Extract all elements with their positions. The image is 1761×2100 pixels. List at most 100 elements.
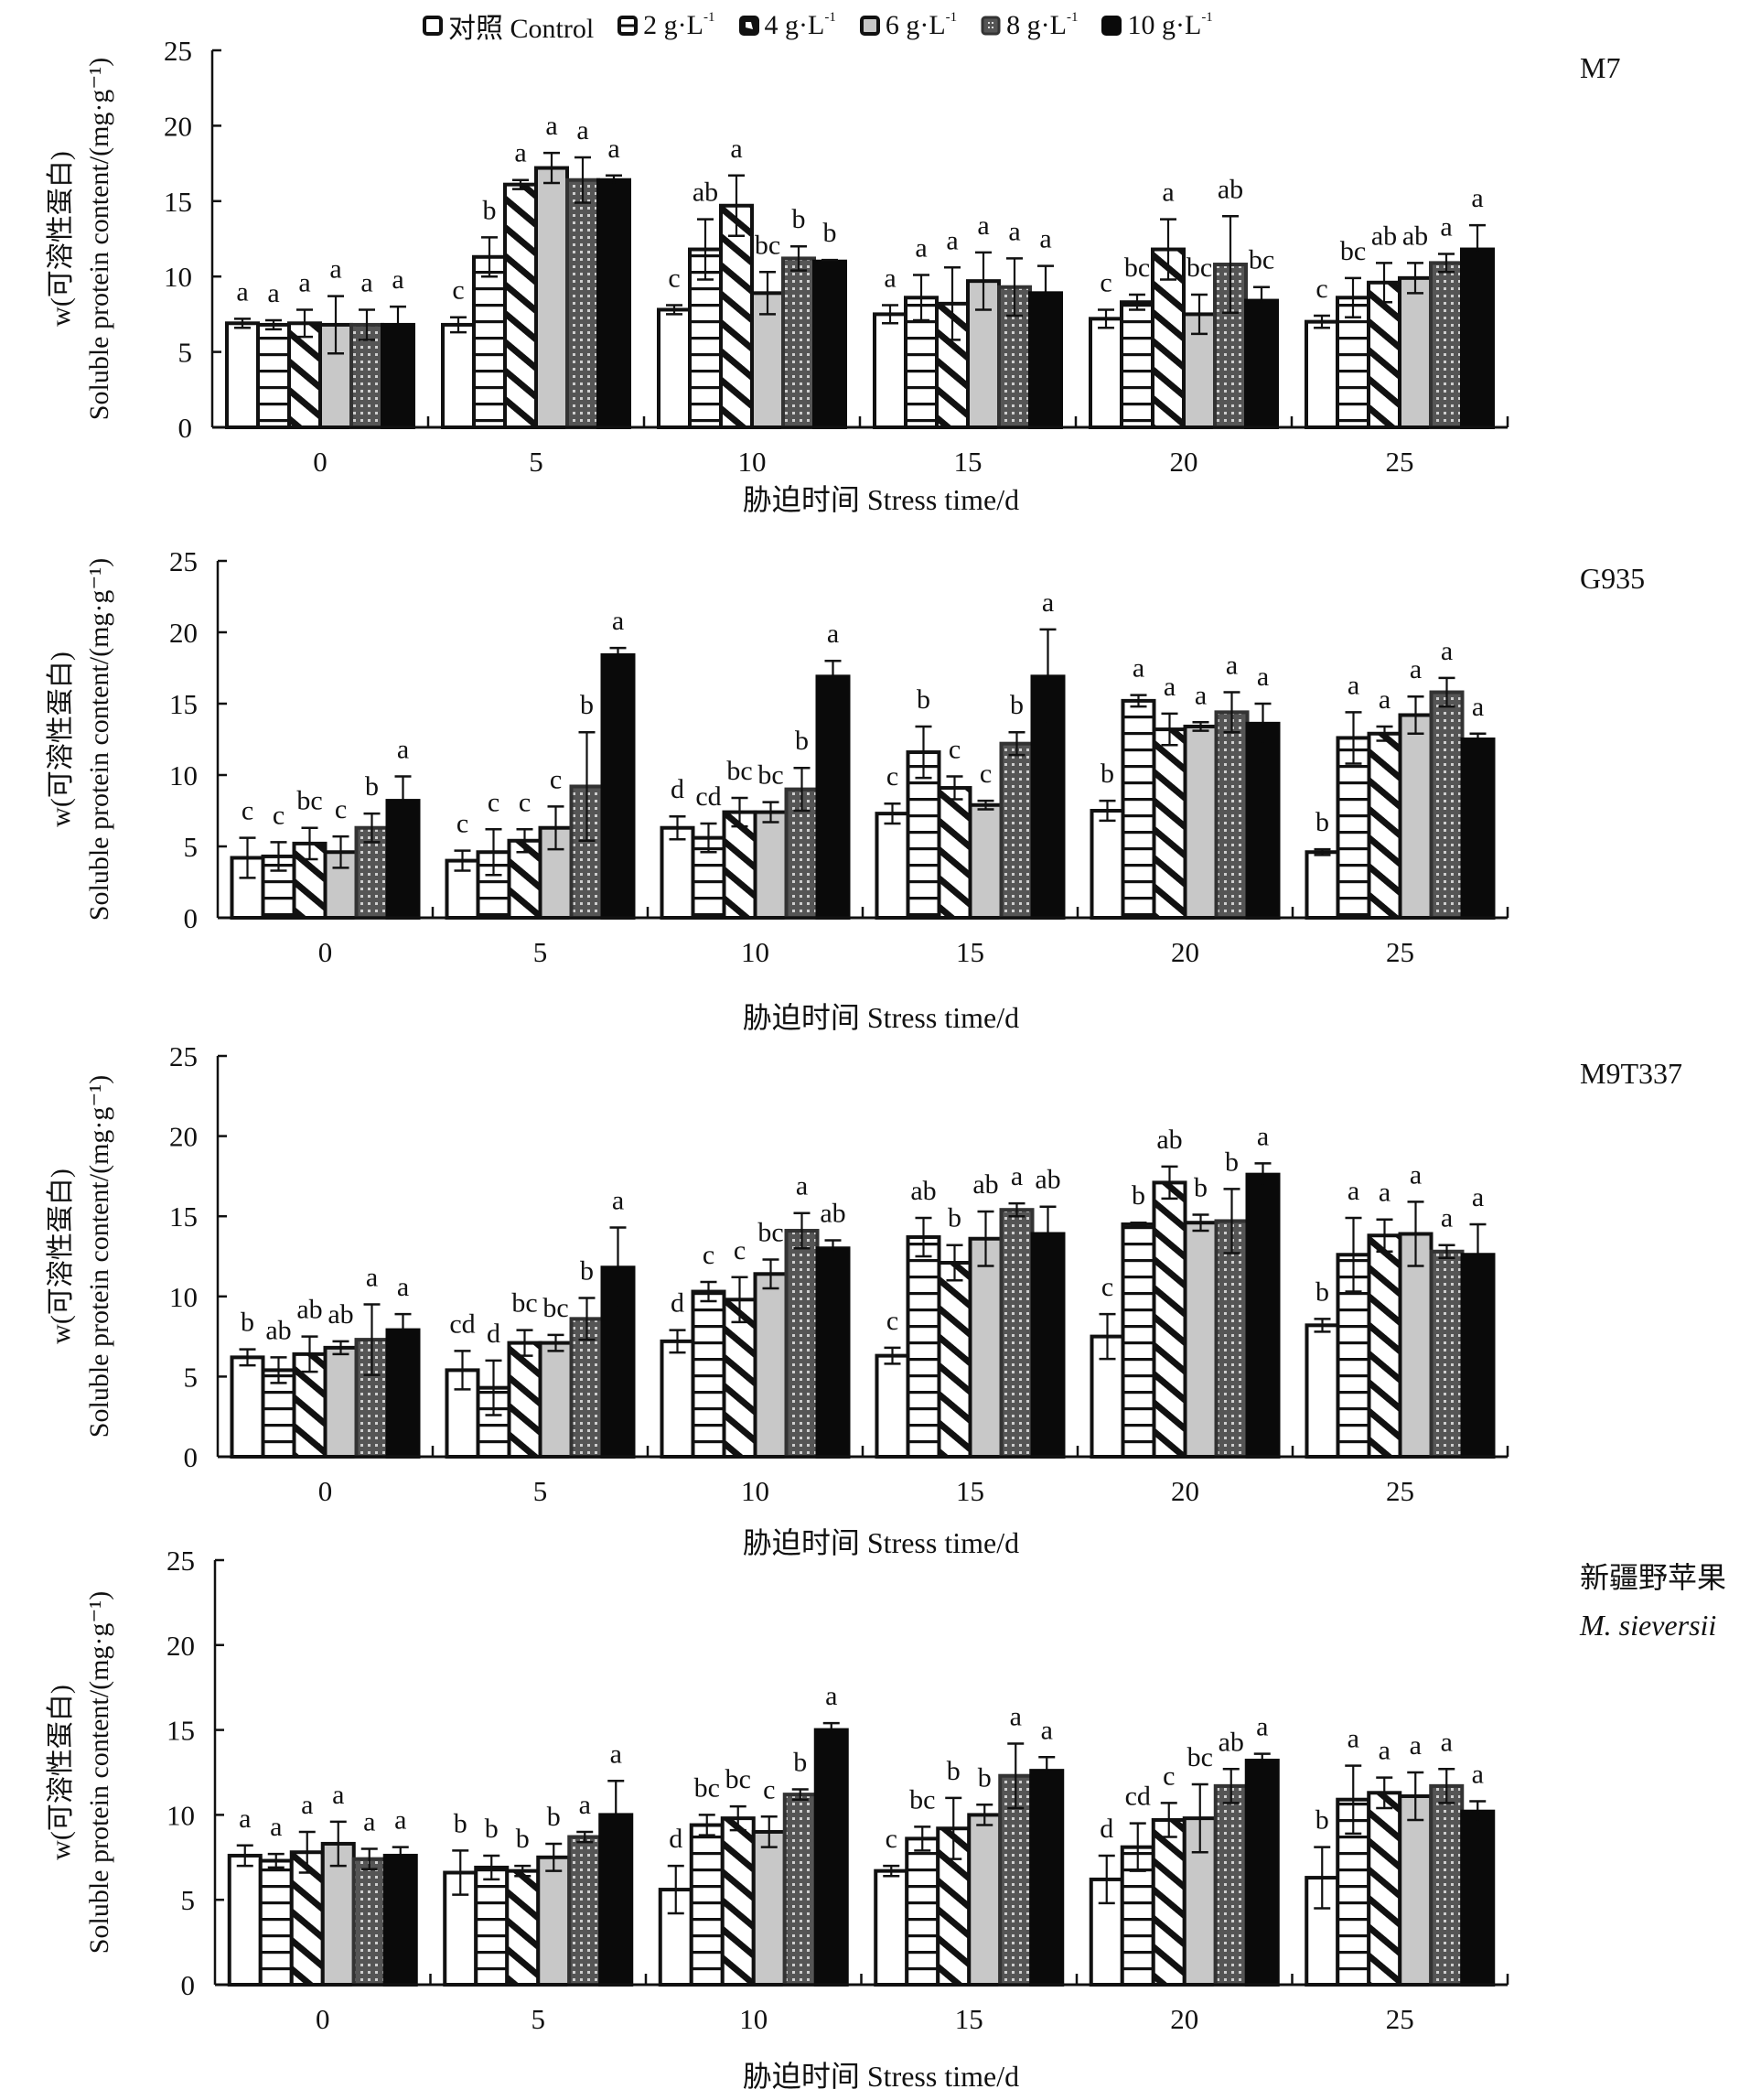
legend-label: 6 g·L-1: [886, 10, 957, 41]
legend-sup: -1: [1201, 10, 1213, 25]
bar: [1336, 736, 1371, 920]
bar: [567, 1835, 603, 1987]
significance-label: bc: [511, 1288, 537, 1319]
bar: [1121, 698, 1156, 920]
significance-label: b: [947, 1756, 961, 1786]
bar: [813, 1728, 849, 1987]
panel-title: 新疆野苹果: [1580, 1561, 1726, 1594]
bar: [689, 1823, 725, 1987]
bar: [1398, 713, 1433, 920]
significance-label: c: [763, 1774, 775, 1804]
significance-label: bc: [757, 760, 783, 791]
significance-label: ab: [910, 1176, 936, 1206]
legend-text: 6 g·L: [885, 10, 946, 40]
significance-label: a: [545, 111, 557, 141]
significance-label: a: [612, 1185, 624, 1215]
panel-title: M7: [1580, 51, 1620, 84]
bar: [1120, 300, 1154, 429]
significance-label: b: [454, 1808, 467, 1838]
significance-label: c: [886, 761, 898, 792]
significance-label: a: [1379, 1178, 1391, 1208]
significance-label: b: [1132, 1180, 1145, 1211]
bar: [1429, 261, 1464, 430]
bar: [1090, 809, 1125, 920]
significance-label: c: [456, 809, 468, 839]
significance-label: c: [1100, 267, 1111, 297]
legend-sup: -1: [703, 10, 715, 25]
panel-title: G935: [1580, 562, 1645, 595]
significance-label: b: [580, 690, 594, 720]
bar: [782, 1793, 818, 1987]
significance-label: a: [1471, 183, 1483, 213]
y-axis-title-line2: Soluble protein content/(mg·g⁻¹): [84, 58, 114, 420]
significance-label: c: [335, 794, 347, 824]
significance-label: bc: [1187, 253, 1212, 283]
bar: [230, 1355, 265, 1459]
x-tick-label: 0: [316, 2003, 330, 2035]
significance-label: bc: [1187, 1742, 1213, 1772]
significance-label: a: [607, 134, 619, 164]
legend-item-2g: 2 g·L-1: [617, 10, 715, 41]
significance-label: c: [734, 1235, 746, 1265]
significance-label: b: [1010, 690, 1024, 720]
bar: [657, 307, 692, 429]
x-tick-label: 5: [533, 936, 548, 968]
significance-label: a: [576, 115, 588, 145]
significance-label: c: [242, 796, 253, 826]
x-tick-label: 20: [1171, 936, 1199, 968]
significance-label: a: [1195, 680, 1207, 710]
bar: [1398, 1232, 1433, 1459]
significance-label: a: [1441, 1727, 1453, 1757]
bar: [534, 166, 569, 429]
bar: [873, 312, 907, 429]
bar: [999, 1208, 1035, 1459]
significance-label: a: [1472, 692, 1484, 722]
significance-label: a: [360, 267, 372, 297]
significance-label: ab: [1035, 1165, 1060, 1195]
bar: [569, 1317, 605, 1459]
significance-label: bc: [755, 230, 780, 260]
bar: [507, 1341, 542, 1459]
bar: [781, 256, 816, 430]
legend-sup: -1: [945, 10, 958, 25]
significance-label: b: [1315, 1805, 1329, 1836]
significance-label: a: [267, 278, 279, 308]
significance-label: a: [1410, 1159, 1422, 1190]
significance-label: d: [671, 774, 684, 804]
bar: [968, 802, 1004, 921]
significance-label: a: [1472, 1760, 1484, 1790]
x-tick-label: 0: [313, 446, 328, 478]
bar: [784, 1228, 820, 1459]
significance-label: a: [1133, 653, 1144, 684]
significance-label: c: [1163, 1761, 1175, 1791]
bar: [1152, 727, 1187, 921]
significance-label: a: [329, 254, 341, 285]
x-axis-title: 胁迫时间 Stress time/d: [743, 1526, 1019, 1559]
bar: [1460, 1809, 1496, 1987]
significance-label: a: [239, 1804, 251, 1834]
y-tick-label: 20: [169, 617, 198, 649]
bar: [349, 322, 384, 430]
significance-label: a: [610, 1739, 622, 1769]
bar: [1245, 1172, 1281, 1459]
swatch-hlines-icon: [617, 16, 639, 36]
significance-label: a: [1164, 672, 1176, 702]
significance-label: a: [1257, 662, 1269, 692]
y-tick-label: 10: [164, 261, 192, 293]
y-tick-label: 10: [169, 1281, 198, 1313]
legend-item-4g: 4 g·L-1: [738, 10, 836, 41]
significance-label: ab: [1219, 1727, 1244, 1757]
significance-label: ab: [820, 1198, 845, 1228]
bar: [258, 1858, 294, 1987]
bar: [722, 1298, 757, 1459]
x-tick-label: 25: [1386, 1475, 1414, 1507]
significance-label: c: [1101, 1272, 1113, 1302]
y-tick-label: 15: [169, 1201, 198, 1233]
legend-label: 8 g·L-1: [1006, 10, 1078, 41]
significance-label: c: [980, 759, 992, 789]
significance-label: b: [948, 1203, 961, 1233]
swatch-white-icon: [423, 16, 443, 36]
significance-label: b: [978, 1762, 992, 1793]
significance-label: a: [298, 267, 310, 297]
x-tick-label: 10: [739, 2003, 768, 2035]
